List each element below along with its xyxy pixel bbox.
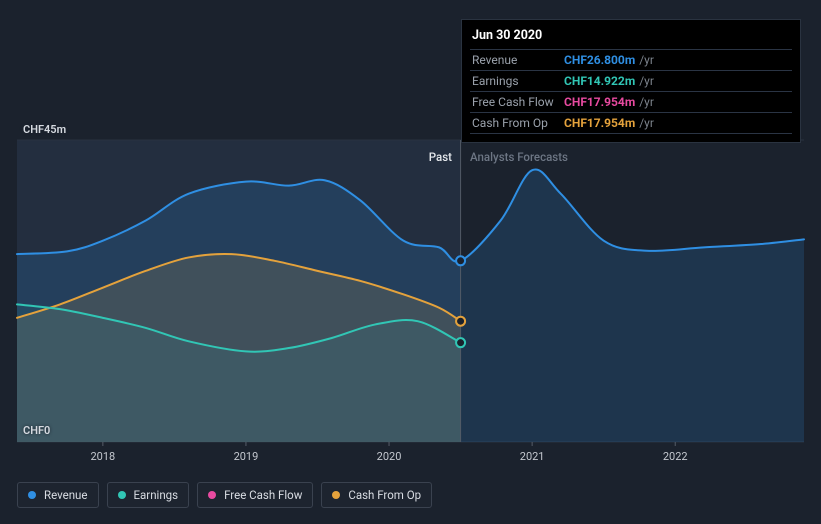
legend: Revenue Earnings Free Cash Flow Cash Fro… <box>17 482 432 508</box>
tooltip-date: Jun 30 2020 <box>470 26 792 49</box>
forecast-label: Analysts Forecasts <box>470 150 568 164</box>
x-tick-2020: 2020 <box>377 450 402 463</box>
tooltip-row-earnings: Earnings CHF14.922m /yr <box>470 70 792 91</box>
series-marker-revenue <box>456 256 465 265</box>
legend-dot-revenue <box>28 491 36 499</box>
series-marker-earnings <box>456 338 465 347</box>
tooltip-row-revenue: Revenue CHF26.800m /yr <box>470 49 792 70</box>
legend-dot-earnings <box>118 491 126 499</box>
legend-dot-fcf <box>208 491 216 499</box>
y-axis-top-label: CHF45m <box>23 123 66 136</box>
x-tick-2019: 2019 <box>234 450 259 463</box>
past-label: Past <box>429 150 452 164</box>
legend-toggle-revenue[interactable]: Revenue <box>17 482 99 508</box>
x-tick-2021: 2021 <box>520 450 545 463</box>
series-marker-cfo <box>456 317 465 326</box>
legend-toggle-cfo[interactable]: Cash From Op <box>321 482 432 508</box>
tooltip-row-fcf: Free Cash Flow CHF17.954m /yr <box>470 91 792 112</box>
y-axis-bottom-label: CHF0 <box>23 424 50 437</box>
legend-dot-cfo <box>332 491 340 499</box>
x-tick-2022: 2022 <box>663 450 688 463</box>
legend-toggle-fcf[interactable]: Free Cash Flow <box>197 482 313 508</box>
legend-toggle-earnings[interactable]: Earnings <box>107 482 190 508</box>
tooltip-row-cfo: Cash From Op CHF17.954m /yr <box>470 112 792 134</box>
hover-tooltip: Jun 30 2020 Revenue CHF26.800m /yr Earni… <box>461 19 801 143</box>
x-tick-2018: 2018 <box>90 450 115 463</box>
